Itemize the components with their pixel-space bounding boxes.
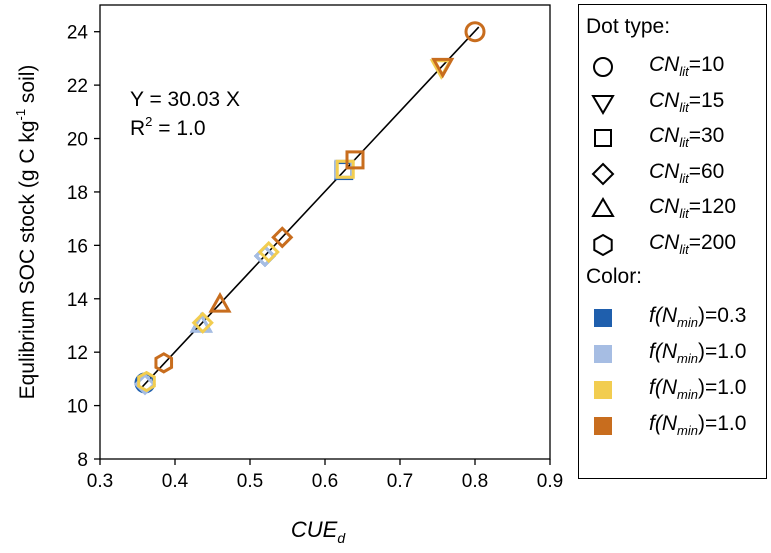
r2-prefix: R [130, 117, 145, 140]
legend-label: CNlit=10 [649, 53, 725, 80]
legend-item-color-dark-blue: f(Nmin)=0.3 [579, 302, 764, 334]
diamond-marker-icon [591, 162, 615, 186]
legend-label: f(Nmin)=1.0 [649, 340, 747, 367]
legend-item-color-yellow: f(Nmin)=1.0 [579, 374, 764, 406]
y-axis-label: Equlibrium SOC stock (g C kg-1 soil) [13, 65, 39, 400]
y-tick-label: 24 [67, 23, 89, 44]
x-tick-label: 0.7 [387, 471, 413, 492]
legend-item-cn-60: CNlit=60 [579, 158, 764, 190]
color-swatch [594, 381, 612, 399]
legend-item-color-light-blue: f(Nmin)=1.0 [579, 338, 764, 370]
axis-ticks: 0.3 0.4 0.5 0.6 0.7 0.8 0.9 8 10 12 14 16 18 20 22 24 [67, 23, 563, 492]
legend-label: f(Nmin)=1.0 [649, 412, 747, 439]
hexagon-marker-icon [593, 233, 613, 257]
legend-label: f(Nmin)=1.0 [649, 376, 747, 403]
legend-item-cn-30: CNlit=30 [579, 122, 764, 154]
data-point-circle [464, 21, 486, 43]
legend-item-cn-200: CNlit=200 [579, 229, 764, 261]
data-point-square [345, 150, 365, 170]
y-tick-label: 14 [67, 290, 89, 311]
x-tick-label: 0.9 [537, 471, 563, 492]
legend-label: CNlit=30 [649, 124, 725, 151]
x-axis-label: CUEd [291, 517, 346, 546]
scatter-chart: 0.3 0.4 0.5 0.6 0.7 0.8 0.9 8 10 12 14 16 18 20 22 24 Y… [13, 4, 563, 546]
legend-item-cn-10: CNlit=10 [579, 51, 764, 83]
y-tick-label: 20 [67, 130, 88, 151]
y-label-sup: -1 [13, 109, 28, 121]
x-tick-label: 0.4 [162, 471, 189, 492]
legend-label: CNlit=200 [649, 231, 737, 258]
legend-label: f(Nmin)=0.3 [649, 304, 747, 331]
r2-sup: 2 [145, 114, 152, 129]
fit-line [140, 26, 480, 389]
color-swatch [594, 417, 612, 435]
x-label-base: CUE [291, 517, 338, 542]
x-label-sub: d [337, 530, 346, 546]
color-swatch [594, 309, 612, 327]
y-tick-label: 22 [67, 76, 88, 97]
data-point-triangle [208, 292, 232, 313]
triangle-down-marker-icon [591, 95, 615, 115]
legend-label: CNlit=60 [649, 160, 725, 187]
data-points [133, 21, 486, 396]
y-tick-label: 10 [67, 397, 88, 418]
r2-suffix: = 1.0 [152, 117, 205, 140]
data-point-triangle-down [431, 57, 455, 79]
y-tick-label: 12 [67, 343, 88, 364]
y-label-post: soil) [16, 65, 39, 109]
y-tick-label: 16 [67, 236, 88, 257]
legend-item-cn-15: CNlit=15 [579, 87, 764, 119]
y-tick-label: 8 [77, 450, 88, 471]
legend-dot-heading: Dot type: [586, 15, 671, 38]
legend-item-color-orange: f(Nmin)=1.0 [579, 410, 764, 442]
data-point-hexagon [154, 352, 174, 374]
legend-label: CNlit=120 [649, 195, 737, 222]
data-point-hexagon [137, 370, 156, 393]
y-tick-label: 18 [67, 183, 88, 204]
color-swatch [594, 345, 612, 363]
x-tick-label: 0.8 [462, 471, 488, 492]
fit-equation: Y = 30.03 X [130, 88, 240, 111]
data-point-diamond [271, 226, 294, 249]
data-point-diamond [257, 240, 280, 264]
legend-color-heading: Color: [586, 265, 643, 288]
x-tick-label: 0.6 [312, 471, 338, 492]
x-tick-label: 0.5 [237, 471, 263, 492]
legend-label: CNlit=15 [649, 89, 725, 116]
circle-marker-icon [593, 57, 613, 77]
square-marker-icon [594, 129, 612, 147]
triangle-marker-icon [591, 197, 615, 217]
plot-area [99, 4, 551, 460]
legend: Dot type: CNlit=10 CNlit=15 CNlit=30 CNl… [578, 4, 767, 479]
y-label-pre: Equlibrium SOC stock (g C kg [16, 120, 39, 399]
data-point-diamond [191, 311, 214, 334]
r-squared: R2 = 1.0 [130, 114, 206, 140]
legend-item-cn-120: CNlit=120 [579, 193, 764, 225]
x-tick-label: 0.3 [87, 471, 113, 492]
